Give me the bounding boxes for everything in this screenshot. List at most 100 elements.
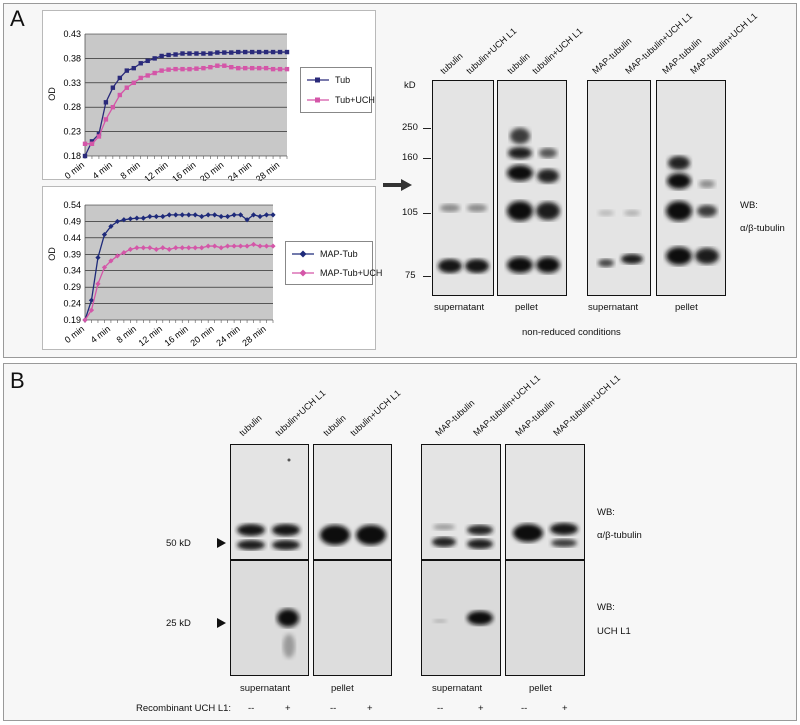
x-tick-label: 4 min (91, 160, 115, 181)
b-fraction-4: pellet (529, 683, 552, 694)
data-point (231, 212, 237, 218)
legend-label-map-tub-uch: MAP-Tub+UCH (320, 268, 383, 278)
kd-label: kD (404, 80, 416, 91)
a-fraction-4: pellet (675, 302, 698, 313)
data-point (138, 61, 143, 66)
b-fraction-3: supernatant (432, 683, 483, 694)
data-point (270, 66, 276, 72)
marker-250: 250 (402, 122, 418, 133)
data-point (121, 250, 127, 256)
marker-160: 160 (402, 152, 418, 163)
marker-75: 75 (405, 270, 416, 281)
data-point (173, 245, 179, 251)
x-tick-label: 24 min (226, 160, 253, 181)
data-point (89, 141, 95, 146)
data-point (270, 243, 276, 249)
x-tick-label: 12 min (137, 324, 164, 349)
data-point (140, 215, 146, 221)
x-tick-label: 12 min (142, 160, 169, 181)
data-point (186, 212, 192, 218)
data-point (284, 66, 290, 72)
data-point (166, 52, 171, 58)
data-point (215, 63, 220, 68)
data-point (82, 317, 88, 323)
data-point (96, 131, 102, 137)
data-point (124, 85, 129, 90)
data-point (212, 212, 218, 218)
data-point (180, 51, 185, 56)
blot-b-bottom-pellet-map-tubulin (505, 560, 585, 676)
b-fraction-1: supernatant (240, 683, 291, 694)
b-fraction-2: pellet (331, 683, 354, 694)
chart-1-legend: Tub Tub+UCH (300, 67, 375, 113)
y-tick-label: 0.18 (63, 151, 81, 161)
legend-item-map-tub-uch: MAP-Tub+UCH (292, 268, 382, 278)
legend-label-tub: Tub (335, 75, 351, 85)
data-point (147, 245, 153, 251)
y-tick-label: 0.43 (63, 29, 81, 39)
data-point (108, 223, 114, 229)
data-point (121, 217, 127, 223)
data-point (134, 245, 140, 251)
x-tick-label: 4 min (89, 324, 113, 345)
data-point (173, 52, 178, 57)
panel-b-letter: B (10, 368, 25, 393)
data-point (110, 85, 116, 90)
chart-1: 0.430.380.330.280.230.180 min 4 min 8 min 1… (63, 29, 290, 181)
legend-label-map-tub: MAP-Tub (320, 249, 358, 259)
recombinant-value-2: + (285, 703, 291, 714)
data-point (205, 243, 211, 249)
data-point (194, 66, 199, 71)
data-point (153, 213, 159, 220)
data-point (138, 75, 143, 81)
marker-50kd-arrow-icon (217, 538, 226, 548)
data-point (270, 212, 276, 218)
marker-105-tick (423, 213, 431, 214)
y-tick-label: 0.24 (63, 299, 81, 309)
wb-target-b-bottom: UCH L1 (597, 626, 631, 637)
data-point (117, 92, 123, 98)
x-tick-label: 16 min (170, 160, 197, 181)
data-point (208, 51, 213, 56)
y-tick-label: 0.54 (63, 200, 81, 210)
data-point (236, 49, 241, 55)
data-point (179, 245, 185, 251)
legend-swatch-map-tub (292, 250, 314, 258)
marker-160-tick (423, 158, 431, 159)
data-point (186, 245, 192, 251)
data-point (244, 243, 250, 249)
marker-250-tick (423, 128, 431, 129)
chart-2: 0.54 0.49 0.44 0.39 0.34 0.29 0.24 0.190 min 4 m… (63, 200, 276, 349)
data-point (110, 105, 116, 110)
legend-swatch-map-tub-uch (292, 269, 314, 277)
data-point (152, 70, 157, 76)
recombinant-value-6: + (478, 703, 484, 714)
blot-a-pellet-map-tubulin (656, 80, 726, 296)
data-point (152, 56, 157, 61)
wb-target-b-top: α/β-tubulin (597, 530, 642, 541)
data-point (140, 245, 146, 251)
legend-item-tub: Tub (307, 75, 350, 85)
blot-b-bottom-supernatant-map-tubulin (421, 560, 501, 676)
marker-50kd: 50 kD (166, 538, 191, 549)
data-point (237, 212, 244, 218)
plot-area (85, 205, 273, 320)
data-point (231, 243, 237, 249)
data-point (131, 65, 136, 71)
x-tick-label: 8 min (118, 160, 142, 181)
data-point (284, 49, 290, 55)
blot-b-bottom-pellet-tubulin (313, 560, 392, 676)
y-tick-label: 0.33 (63, 78, 81, 88)
x-tick-label: 24 min (214, 324, 241, 349)
data-point (173, 212, 179, 218)
blot-a-supernatant-tubulin (432, 80, 494, 296)
panel-b-frame (3, 363, 797, 721)
data-point (114, 218, 121, 225)
x-tick-label: 8 min (115, 324, 139, 345)
y-tick-label: 0.19 (63, 315, 81, 325)
blot-a-pellet-tubulin (497, 80, 567, 296)
a-fraction-2: pellet (515, 302, 538, 313)
data-point (101, 231, 108, 238)
recombinant-value-8: + (562, 703, 568, 714)
arrow-icon (383, 179, 412, 191)
